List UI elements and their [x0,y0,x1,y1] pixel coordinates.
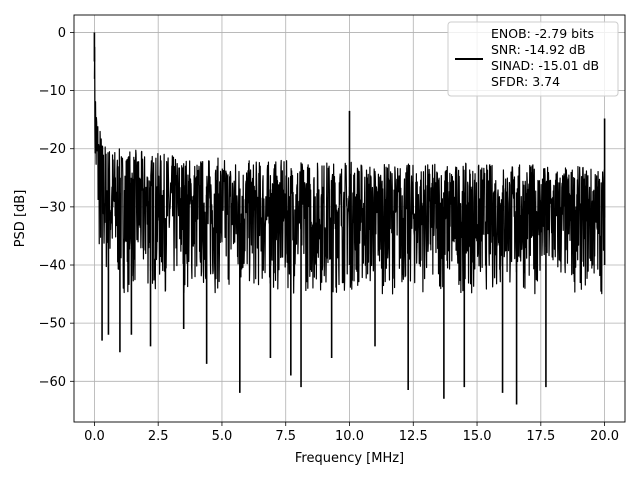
legend-enob: ENOB: -2.79 bits [491,26,594,41]
x-tick-label: 2.5 [148,429,169,444]
x-tick-label: 17.5 [526,429,555,444]
x-tick-label: 20.0 [590,429,619,444]
y-tick-label: −60 [39,375,66,390]
legend-snr: SNR: -14.92 dB [491,42,586,57]
x-axis-label: Frequency [MHz] [295,451,404,466]
x-tick-label: 10.0 [335,429,364,444]
y-tick-label: −20 [39,142,66,157]
y-tick-label: 0 [58,26,66,41]
legend-sfdr: SFDR: 3.74 [491,74,560,89]
x-tick-label: 7.5 [275,429,296,444]
x-axis-ticks: 0.0 2.5 5.0 7.5 10.0 12.5 15.0 17.5 20.0 [84,422,619,444]
y-tick-label: −40 [39,259,66,274]
legend-sinad: SINAD: -15.01 dB [491,58,599,73]
x-tick-label: 0.0 [84,429,105,444]
y-tick-label: −50 [39,317,66,332]
y-axis-label: PSD [dB] [13,190,28,248]
legend-box [447,21,619,97]
x-tick-label: 5.0 [212,429,233,444]
plot-area [93,32,606,405]
y-tick-label: −30 [39,200,66,215]
x-tick-label: 12.5 [399,429,428,444]
y-axis-ticks: 0 −10 −20 −30 −40 −50 −60 [39,26,74,390]
x-tick-label: 15.0 [463,429,492,444]
legend: ENOB: -2.79 bits SNR: -14.92 dB SINAD: -… [447,21,619,97]
y-tick-label: −10 [39,84,66,99]
